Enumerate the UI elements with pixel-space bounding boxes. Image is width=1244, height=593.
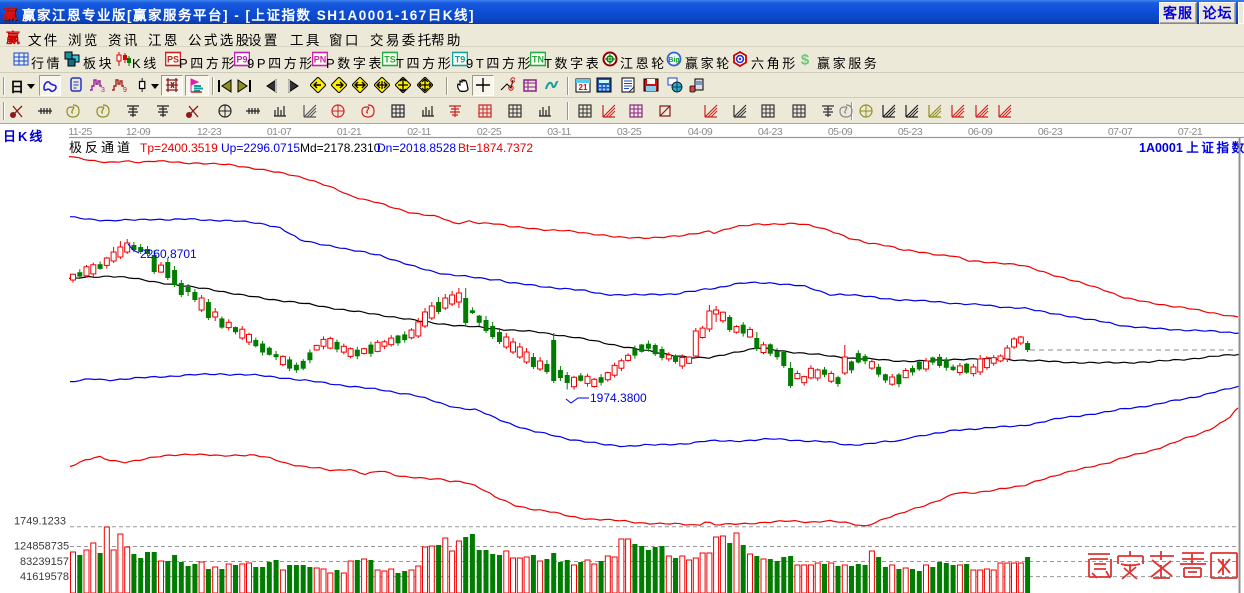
- svg-text:Up=2296.0715: Up=2296.0715: [221, 141, 300, 155]
- svg-text:12-23: 12-23: [197, 126, 222, 138]
- svg-text:TS: TS: [384, 55, 396, 65]
- svg-text:1A0001 上证指数: 1A0001 上证指数: [1139, 140, 1244, 155]
- svg-text:T9: T9: [455, 55, 466, 65]
- svg-text:PN: PN: [314, 55, 327, 65]
- svg-text:83239157: 83239157: [20, 556, 69, 568]
- svg-text:2260.8701: 2260.8701: [140, 247, 197, 261]
- svg-text:11-25: 11-25: [68, 126, 92, 138]
- svg-text:PS: PS: [167, 55, 179, 65]
- svg-text:Big: Big: [668, 57, 679, 64]
- svg-text:日K线: 日K线: [3, 129, 44, 144]
- svg-text:07-07: 07-07: [1108, 126, 1133, 138]
- svg-text:3: 3: [101, 87, 105, 93]
- svg-text:06-09: 06-09: [968, 126, 993, 138]
- svg-text:9: 9: [123, 87, 127, 93]
- svg-text:124858735: 124858735: [14, 541, 69, 553]
- svg-text:21: 21: [579, 83, 588, 92]
- svg-text:03-25: 03-25: [617, 126, 642, 138]
- svg-text:01-21: 01-21: [337, 126, 362, 138]
- svg-text:极反通道: 极反通道: [69, 140, 133, 155]
- svg-text:06-23: 06-23: [1038, 126, 1063, 138]
- svg-text:02-25: 02-25: [477, 126, 502, 138]
- svg-text:P9: P9: [236, 55, 247, 65]
- svg-text:12-09: 12-09: [126, 126, 151, 138]
- svg-text:05-23: 05-23: [898, 126, 923, 138]
- svg-text:04-23: 04-23: [758, 126, 783, 138]
- svg-text:05-09: 05-09: [828, 126, 853, 138]
- svg-text:$: $: [801, 52, 810, 68]
- svg-text:02-11: 02-11: [407, 126, 431, 138]
- svg-text:Bt=1874.7372: Bt=1874.7372: [458, 141, 533, 155]
- svg-text:1974.3800: 1974.3800: [590, 391, 647, 405]
- svg-text:04-09: 04-09: [688, 126, 713, 138]
- svg-text:Dn=2018.8528: Dn=2018.8528: [377, 141, 456, 155]
- svg-text:01-07: 01-07: [267, 126, 292, 138]
- svg-text:Md=2178.2310: Md=2178.2310: [300, 141, 381, 155]
- svg-text:41619578: 41619578: [20, 571, 69, 583]
- svg-text:07-21: 07-21: [1178, 126, 1203, 138]
- svg-text:1749.1233: 1749.1233: [14, 516, 66, 528]
- svg-text:Tp=2400.3519: Tp=2400.3519: [140, 141, 218, 155]
- svg-text:03-11: 03-11: [547, 126, 571, 138]
- svg-text:TN: TN: [532, 55, 544, 65]
